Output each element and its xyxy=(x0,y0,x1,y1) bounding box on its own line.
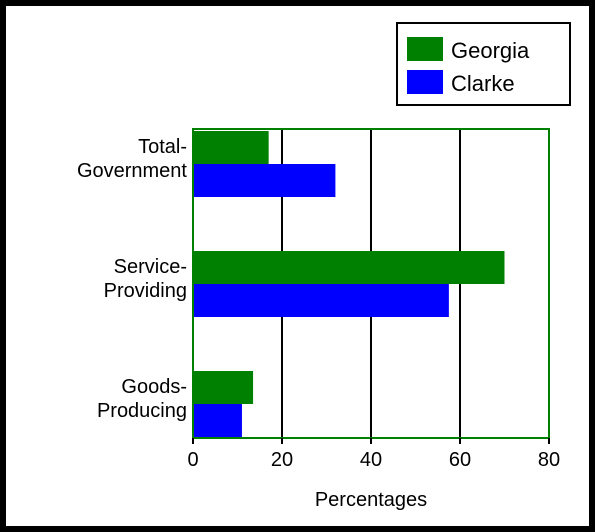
bar-georgia xyxy=(193,131,269,164)
category-label-line: Producing xyxy=(97,400,187,422)
category-label-line: Goods- xyxy=(121,376,187,398)
category-label: Total-Government xyxy=(77,136,187,182)
legend-swatch-clarke xyxy=(407,70,443,94)
category-label-line: Government xyxy=(77,160,187,182)
category-label: Service-Providing xyxy=(104,256,187,302)
x-tick-label: 40 xyxy=(360,449,382,471)
legend: Georgia Clarke xyxy=(396,22,571,106)
category-label-line: Total- xyxy=(138,136,187,158)
category-label-line: Providing xyxy=(104,280,187,302)
category-label-line: Service- xyxy=(114,256,187,278)
bar-clarke xyxy=(193,164,336,197)
x-axis-title: Percentages xyxy=(315,489,427,511)
x-axis-ticks: 0 20 40 60 80 xyxy=(187,438,560,471)
category-label: Goods-Producing xyxy=(97,376,187,422)
x-tick-label: 20 xyxy=(271,449,293,471)
legend-label-clarke: Clarke xyxy=(451,71,515,96)
bar-georgia xyxy=(193,371,254,404)
legend-swatch-georgia xyxy=(407,37,443,61)
legend-label-georgia: Georgia xyxy=(451,38,530,63)
y-axis-categories: Total-GovernmentService-ProvidingGoods-P… xyxy=(77,136,187,422)
bar-clarke xyxy=(193,284,449,317)
x-tick-label: 80 xyxy=(538,449,560,471)
bar-georgia xyxy=(193,251,505,284)
x-tick-label: 60 xyxy=(449,449,471,471)
bar-clarke xyxy=(193,404,242,437)
bars xyxy=(193,131,505,437)
x-tick-label: 0 xyxy=(187,449,198,471)
